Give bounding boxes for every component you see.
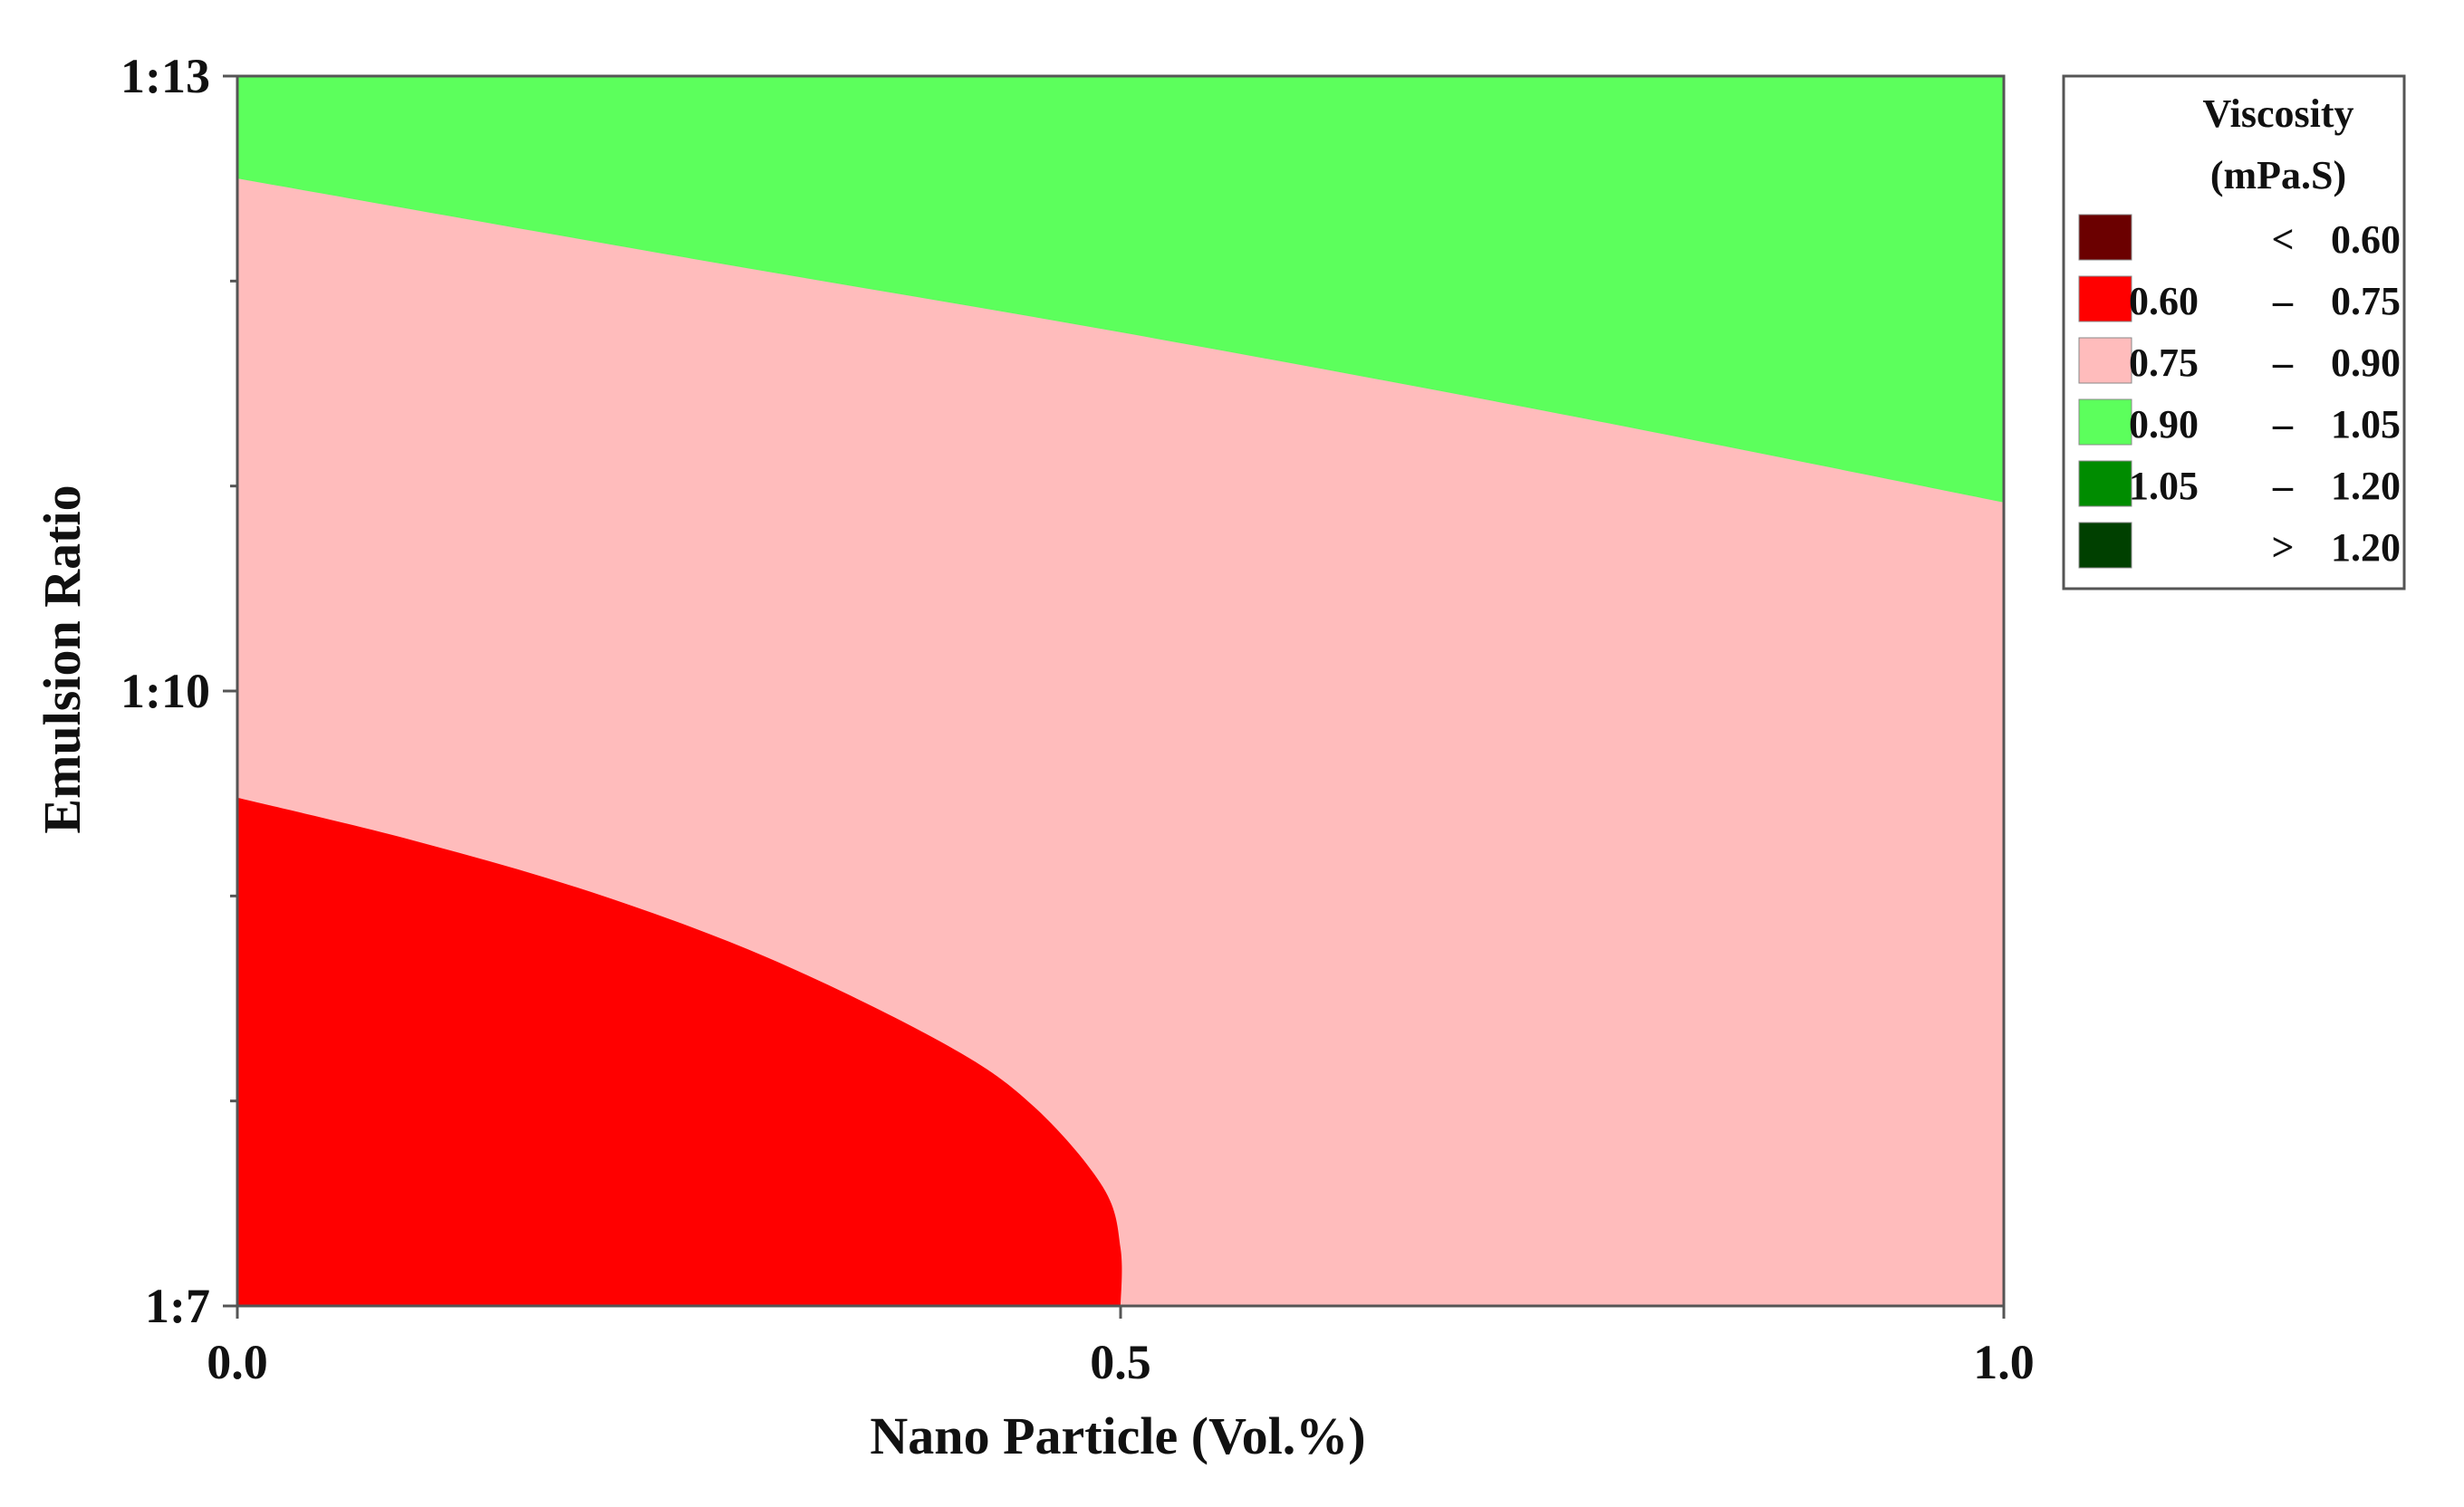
legend-range-low: 0.60 [2129,279,2199,323]
x-tick-label: 0.5 [1090,1335,1151,1389]
legend-range-high: 0.90 [2331,341,2401,385]
legend-swatch [2078,337,2132,384]
y-tick-label: 1:13 [120,49,210,103]
legend-title-line2: (mPa.S) [2210,153,2346,197]
y-axis-title: Emulsion Ratio [33,485,91,833]
legend: Viscosity (mPa.S) <0.600.60–0.750.75–0.9… [2062,74,2406,590]
legend-range-sep: < [2271,217,2294,262]
legend-swatch [2078,398,2132,446]
y-tick-label: 1:10 [120,664,210,718]
legend-range-high: 1.20 [2331,464,2401,508]
legend-range-low: 0.75 [2129,341,2199,385]
legend-swatch [2078,214,2132,261]
legend-range-sep: – [2272,464,2294,508]
legend-range-low: 1.05 [2129,464,2199,508]
axes: 0.0 0.5 1.0 1:7 1:10 1:13 [120,49,2035,1389]
y-tick-label: 1:7 [145,1279,210,1333]
legend-range-sep: – [2272,402,2294,446]
legend-swatch [2078,460,2132,507]
region-0.60-0.75 [237,797,1122,1306]
legend-range-high: 1.05 [2331,402,2401,446]
x-tick-label: 0.0 [207,1335,268,1389]
x-tick-label: 1.0 [1973,1335,2035,1389]
legend-range-low: 0.90 [2129,402,2199,446]
legend-range-high: 0.75 [2331,279,2401,323]
legend-range-high: 0.60 [2331,217,2401,262]
legend-swatch [2078,275,2132,322]
plot-area [237,76,2004,1306]
legend-range-sep: – [2272,341,2294,385]
legend-title-line1: Viscosity [2202,91,2353,136]
legend-range-sep: > [2271,525,2294,570]
legend-swatch [2078,522,2132,569]
region-0.90-1.05 [237,76,2004,503]
x-axis-title: Nano Particle (Vol.%) [870,1406,1365,1465]
legend-range-high: 1.20 [2331,525,2401,570]
legend-range-sep: – [2272,279,2294,323]
